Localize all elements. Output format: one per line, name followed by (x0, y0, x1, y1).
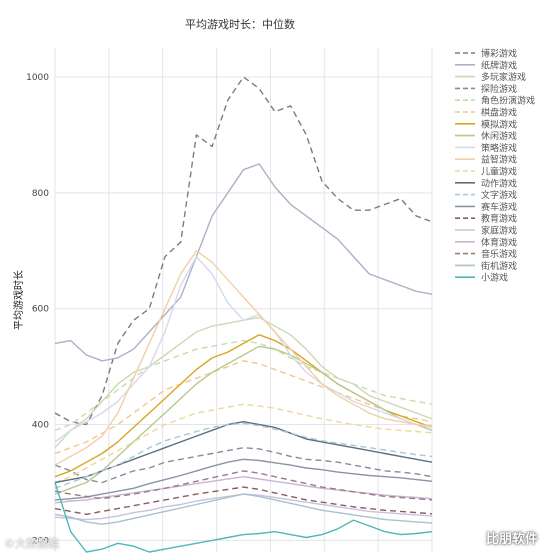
series-line (54, 422, 433, 489)
y-tick-label: 800 (32, 189, 49, 199)
legend-label: 休闲游戏 (481, 130, 517, 142)
series-line (54, 255, 433, 443)
legend-label: 儿童游戏 (481, 166, 517, 178)
legend-label: 体育游戏 (481, 236, 517, 248)
series-line (54, 339, 433, 431)
legend-label: 小游戏 (481, 272, 508, 284)
y-tick-label: 200 (32, 536, 49, 546)
legend: 博彩游戏纸牌游戏多玩家游戏探险游戏角色扮演游戏棋盘游戏模拟游戏休闲游戏策略游戏益… (455, 48, 535, 284)
series-line (54, 493, 433, 521)
series-line (54, 458, 433, 501)
y-axis-ticks: 200 400 600 800 1000 (26, 73, 49, 546)
y-axis-label: 平均游戏时长 (12, 270, 25, 330)
series-line (54, 493, 433, 525)
legend-label: 探险游戏 (481, 83, 517, 95)
legend-label: 街机游戏 (481, 260, 517, 272)
series-line (54, 486, 433, 515)
legend-label: 模拟游戏 (481, 118, 517, 130)
legend-label: 纸牌游戏 (481, 59, 517, 71)
series-lines (54, 76, 433, 553)
legend-label: 策略游戏 (481, 142, 517, 154)
chart-title: 平均游戏时长：中位数 (185, 17, 295, 31)
series-line (54, 482, 433, 553)
y-tick-label: 600 (32, 305, 49, 315)
series-line (54, 250, 433, 466)
series-line (54, 470, 433, 501)
series-line (54, 447, 433, 484)
y-tick-label: 1000 (26, 73, 49, 83)
series-line (54, 345, 433, 495)
watermark-left: ©大数据酷 (4, 537, 59, 550)
legend-label: 家庭游戏 (481, 225, 517, 237)
legend-label: 益智游戏 (481, 154, 517, 166)
watermark-right-text: 比朋软件 (486, 531, 539, 547)
legend-label: 音乐游戏 (481, 248, 517, 260)
series-line (54, 403, 433, 484)
legend-label: 动作游戏 (481, 177, 517, 189)
series-line (54, 163, 433, 362)
watermark-right: 比朋软件 (460, 526, 538, 548)
legend-label: 多玩家游戏 (481, 71, 526, 83)
legend-label: 教育游戏 (481, 213, 517, 225)
series-line (54, 360, 433, 455)
series-line (54, 76, 433, 426)
legend-label: 角色扮演游戏 (481, 95, 535, 107)
grid-lines (54, 48, 433, 552)
y-tick-label: 400 (32, 421, 49, 431)
legend-label: 博彩游戏 (481, 48, 517, 60)
series-line (54, 421, 433, 484)
wechat-logo-icon (460, 530, 480, 545)
legend-label: 赛车游戏 (481, 201, 517, 213)
legend-label: 文字游戏 (481, 189, 517, 201)
legend-label: 棋盘游戏 (481, 107, 517, 119)
series-line (54, 476, 433, 504)
